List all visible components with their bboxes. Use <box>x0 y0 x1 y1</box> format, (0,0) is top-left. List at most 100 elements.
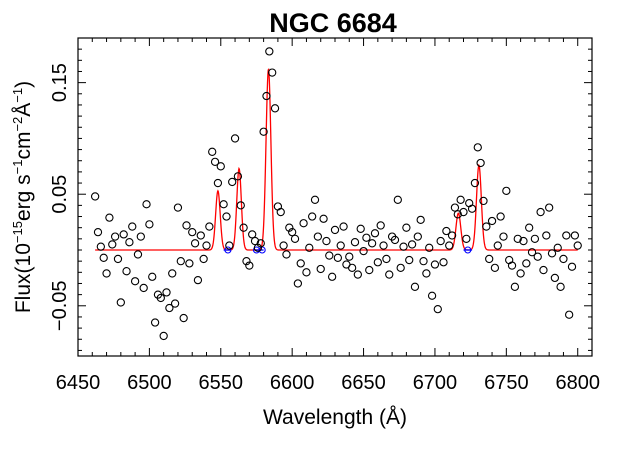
data-point <box>510 282 520 291</box>
data-point <box>262 91 271 101</box>
data-point <box>148 272 157 281</box>
data-point <box>293 279 303 288</box>
data-point <box>270 104 280 113</box>
data-point <box>445 241 454 250</box>
data-point <box>185 259 194 268</box>
residual-point <box>464 246 472 254</box>
data-point <box>330 225 340 235</box>
data-point <box>479 196 488 206</box>
data-point <box>159 331 168 341</box>
data-point <box>259 127 268 136</box>
data-point <box>105 213 114 222</box>
data-point <box>296 259 305 268</box>
data-point <box>279 241 288 250</box>
data-point <box>168 269 177 278</box>
data-point <box>202 241 211 250</box>
y-axis-title-mid2: cm <box>12 132 35 160</box>
data-point <box>319 214 328 223</box>
data-point <box>473 143 482 152</box>
data-point <box>430 260 440 269</box>
data-point <box>176 257 185 266</box>
data-point <box>359 246 368 256</box>
data-point <box>542 231 551 240</box>
data-point <box>96 242 105 251</box>
data-point <box>150 318 160 327</box>
y-tick-label: 0.15 <box>49 63 71 102</box>
data-point <box>350 238 360 247</box>
data-point <box>248 230 257 239</box>
data-point <box>113 254 123 264</box>
data-point <box>165 303 174 313</box>
data-point <box>102 269 111 278</box>
data-point <box>233 172 243 181</box>
fit-lines <box>95 68 578 254</box>
data-point <box>125 238 134 247</box>
data-point <box>385 270 394 279</box>
data-point <box>559 254 568 264</box>
data-point <box>442 226 451 236</box>
y-axis-title-mid3: Å <box>12 103 35 117</box>
data-point <box>545 203 554 212</box>
data-point <box>316 264 325 274</box>
data-point <box>522 259 531 268</box>
data-point <box>539 265 548 275</box>
series-line-gaussian-fit <box>95 68 578 251</box>
y-axis-title-exp1: −15 <box>10 221 25 243</box>
data-point <box>485 254 494 264</box>
y-tick-label: 0.05 <box>49 175 71 214</box>
data-point <box>527 248 537 257</box>
data-point <box>99 253 108 262</box>
data-point <box>310 195 320 204</box>
data-point <box>193 275 203 285</box>
data-point <box>313 232 323 241</box>
data-point <box>565 310 574 319</box>
data-point <box>130 277 140 286</box>
x-tick-label: 6750 <box>484 372 529 394</box>
data-point <box>393 195 402 204</box>
data-point <box>345 252 354 261</box>
data-point <box>513 234 522 243</box>
data-point <box>182 221 191 230</box>
data-point <box>496 212 505 221</box>
data-point <box>413 232 422 241</box>
data-point <box>416 215 425 225</box>
data-point <box>453 210 462 219</box>
data-point <box>230 134 240 143</box>
x-axis: 6450 6500 6550 6600 6650 6700 6750 6800 <box>56 38 600 394</box>
data-point <box>362 233 371 242</box>
data-point <box>119 230 128 239</box>
data-point <box>133 250 143 259</box>
data-point <box>499 232 508 241</box>
data-point <box>467 204 477 213</box>
data-point <box>493 241 502 250</box>
data-point <box>410 282 420 291</box>
data-point <box>482 222 491 231</box>
y-axis-title-exp3: −2 <box>10 117 25 132</box>
data-point <box>367 239 377 248</box>
data-point <box>490 263 500 272</box>
data-point <box>365 265 374 275</box>
data-point <box>302 268 311 277</box>
data-point <box>419 257 428 266</box>
data-point <box>288 227 297 237</box>
data-point <box>573 241 582 250</box>
data-point <box>396 263 405 272</box>
data-point <box>282 250 291 259</box>
data-point <box>308 212 317 221</box>
data-point <box>305 243 314 252</box>
data-point <box>333 253 343 262</box>
data-point <box>407 240 417 249</box>
data-point <box>190 239 200 248</box>
data-point <box>567 262 577 271</box>
data-point <box>170 299 180 308</box>
data-point <box>399 242 408 251</box>
data-point <box>253 243 263 252</box>
data-point <box>173 203 183 212</box>
data-point <box>422 269 431 278</box>
data-point <box>356 224 365 233</box>
data-point <box>93 227 103 237</box>
data-point <box>210 157 220 166</box>
data-point <box>550 273 560 283</box>
data-point <box>265 47 274 56</box>
data-point <box>110 232 120 241</box>
